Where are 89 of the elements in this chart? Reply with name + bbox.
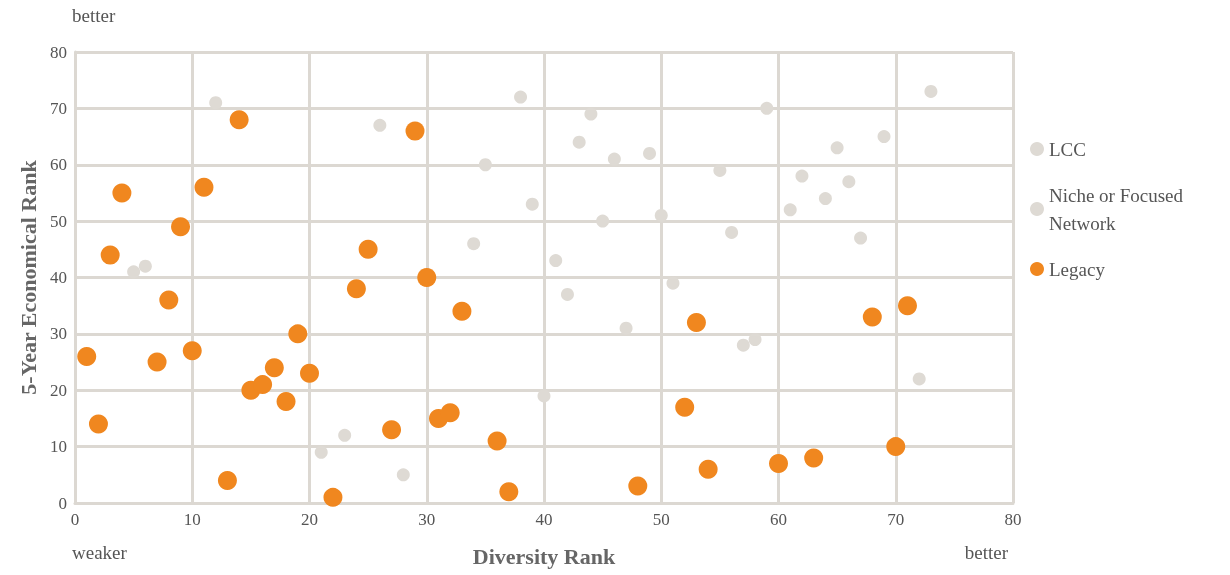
point xyxy=(525,197,539,211)
point xyxy=(487,431,507,451)
point xyxy=(607,152,621,166)
x-tick-label: 10 xyxy=(183,510,201,529)
point xyxy=(182,341,202,361)
point xyxy=(842,175,856,189)
point xyxy=(862,307,882,327)
point xyxy=(288,324,308,344)
point xyxy=(897,296,917,316)
y-tick-label: 30 xyxy=(50,324,67,344)
point xyxy=(138,259,152,273)
y-tick-label: 70 xyxy=(50,98,67,118)
point xyxy=(253,375,273,395)
point xyxy=(818,192,832,206)
y-tick-label: 20 xyxy=(50,380,67,400)
text: better xyxy=(964,542,1009,563)
text: weaker xyxy=(72,542,128,563)
x-tick-label: 20 xyxy=(301,510,318,529)
point xyxy=(276,392,296,412)
point xyxy=(804,448,824,468)
point xyxy=(549,254,563,268)
point xyxy=(467,237,481,251)
point xyxy=(358,239,378,259)
x-axis-title: Diversity Rank xyxy=(472,543,616,569)
point xyxy=(77,346,97,366)
point xyxy=(346,279,366,299)
point xyxy=(760,101,774,115)
point xyxy=(572,135,586,149)
point xyxy=(736,338,750,352)
x-tick-label: 30 xyxy=(418,510,436,529)
point xyxy=(396,468,410,482)
point xyxy=(619,321,633,335)
point xyxy=(373,118,387,132)
point xyxy=(478,158,492,172)
point xyxy=(783,203,797,217)
text: better xyxy=(72,5,116,26)
point xyxy=(112,183,132,203)
point xyxy=(338,428,352,442)
point xyxy=(440,403,460,423)
x-tick-label: 50 xyxy=(652,510,670,529)
legend-label: Legacy xyxy=(1049,258,1106,280)
point xyxy=(300,363,319,383)
y-tick-label: 10 xyxy=(50,437,67,457)
point xyxy=(194,177,214,197)
point xyxy=(159,290,179,310)
point xyxy=(654,208,668,222)
point xyxy=(382,420,402,440)
y-tick-label: 80 xyxy=(50,42,67,62)
point xyxy=(912,372,926,386)
x-tick-label: 40 xyxy=(535,510,553,529)
point xyxy=(171,217,191,237)
point xyxy=(323,487,343,507)
x-tick-label: 60 xyxy=(770,510,787,529)
point xyxy=(405,121,425,141)
point xyxy=(877,130,891,144)
point xyxy=(675,397,695,417)
point xyxy=(698,459,718,479)
y-axis-title: 5-Year Economical Rank xyxy=(15,159,41,395)
point xyxy=(795,169,809,183)
point xyxy=(264,358,284,378)
y-tick-label: 40 xyxy=(50,268,67,287)
point xyxy=(643,146,657,160)
point xyxy=(725,225,739,239)
y-tick-label: 0 xyxy=(58,493,67,513)
point xyxy=(830,141,844,155)
point xyxy=(100,245,120,265)
point xyxy=(886,437,906,457)
point xyxy=(514,90,528,104)
point xyxy=(417,268,437,287)
x-tick-label: 0 xyxy=(70,510,80,529)
x-tick-label: 80 xyxy=(1004,510,1022,529)
x-tick-label: 70 xyxy=(887,510,905,529)
point xyxy=(769,454,788,474)
point xyxy=(452,301,472,321)
point xyxy=(924,84,938,98)
point xyxy=(217,470,237,490)
point xyxy=(147,352,167,372)
point xyxy=(499,482,519,502)
point xyxy=(560,287,574,301)
legend-label: Niche or Focused Network xyxy=(1049,184,1188,234)
point xyxy=(596,214,610,228)
point xyxy=(686,313,706,333)
y-tick-label: 60 xyxy=(50,155,67,175)
point xyxy=(88,414,108,434)
point xyxy=(628,476,648,496)
point xyxy=(229,110,249,130)
y-tick-label: 50 xyxy=(50,211,67,231)
point xyxy=(854,231,868,245)
legend-label: LCC xyxy=(1049,138,1086,160)
